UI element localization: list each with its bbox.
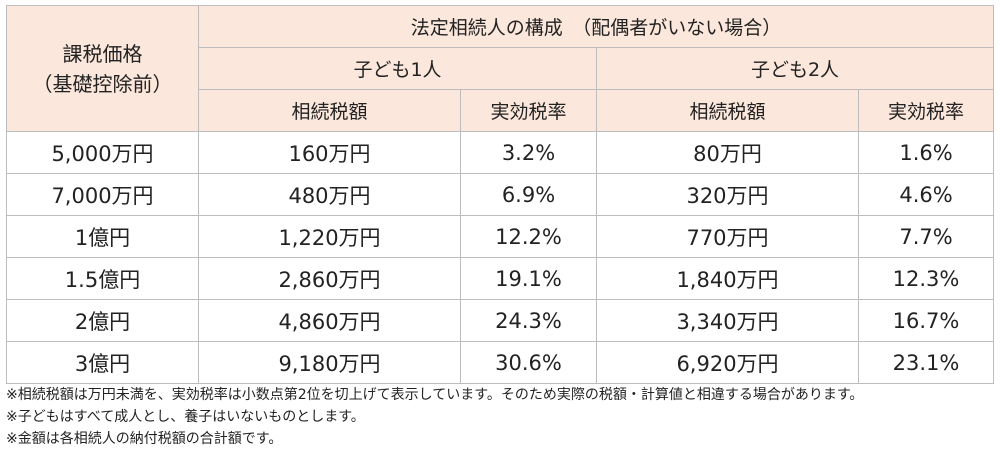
cell-taxable-price: 3億円	[6, 341, 199, 384]
cell-rate-one-child: 6.9%	[460, 173, 597, 216]
table-row: 2億円 4,860万円 24.3% 3,340万円 16.7%	[6, 299, 995, 342]
table-row: 1億円 1,220万円 12.2% 770万円 7.7%	[6, 215, 995, 258]
cell-tax-two-children: 3,340万円	[596, 299, 859, 342]
cell-tax-two-children: 80万円	[596, 131, 859, 174]
cell-tax-two-children: 1,840万円	[596, 257, 859, 300]
header-taxable-price-line1: 課税価格	[62, 41, 143, 66]
cell-taxable-price: 1億円	[6, 215, 199, 258]
header-taxable-price: 課税価格 （基礎控除前）	[6, 5, 199, 132]
table-row: 1.5億円 2,860万円 19.1% 1,840万円 12.3%	[6, 257, 995, 300]
header-effective-rate-1: 実効税率	[460, 89, 597, 132]
cell-taxable-price: 2億円	[6, 299, 199, 342]
cell-rate-two-children: 1.6%	[857, 131, 995, 174]
cell-rate-two-children: 7.7%	[857, 215, 995, 258]
table-row: 5,000万円 160万円 3.2% 80万円 1.6%	[6, 131, 995, 174]
table-row: 3億円 9,180万円 30.6% 6,920万円 23.1%	[6, 341, 995, 384]
header-taxable-price-line2: （基礎控除前）	[32, 71, 173, 96]
footnotes: ※相続税額は万円未満を、実効税率は小数点第2位を切上げて表示しています。そのため…	[6, 384, 996, 450]
header-one-child: 子ども1人	[198, 47, 597, 90]
inheritance-tax-table: 課税価格 （基礎控除前） 法定相続人の構成 （配偶者がいない場合） 子ども1人 …	[6, 5, 995, 384]
cell-rate-two-children: 23.1%	[857, 341, 995, 384]
cell-tax-one-child: 4,860万円	[198, 299, 461, 342]
header-heir-composition: 法定相続人の構成 （配偶者がいない場合）	[197, 5, 995, 48]
cell-taxable-price: 1.5億円	[6, 257, 199, 300]
footnote-total: ※金額は各相続人の納付税額の合計額です。	[6, 431, 283, 447]
cell-rate-two-children: 12.3%	[857, 257, 995, 300]
cell-rate-one-child: 3.2%	[460, 131, 597, 174]
cell-tax-one-child: 1,220万円	[198, 215, 461, 258]
cell-taxable-price: 7,000万円	[6, 173, 199, 216]
footnote-rounding: ※相続税額は万円未満を、実効税率は小数点第2位を切上げて表示しています。そのため…	[6, 387, 864, 403]
table-row: 7,000万円 480万円 6.9% 320万円 4.6%	[6, 173, 995, 216]
header-tax-amount-1: 相続税額	[198, 89, 461, 132]
cell-rate-two-children: 4.6%	[857, 173, 995, 216]
footnote-children: ※子どもはすべて成人とし、養子はいないものとします。	[6, 409, 365, 425]
cell-tax-one-child: 480万円	[198, 173, 461, 216]
header-two-children: 子ども2人	[595, 47, 995, 90]
cell-rate-one-child: 24.3%	[460, 299, 597, 342]
cell-tax-one-child: 160万円	[198, 131, 461, 174]
cell-rate-two-children: 16.7%	[857, 299, 995, 342]
header-tax-amount-2: 相続税額	[596, 89, 859, 132]
cell-rate-one-child: 30.6%	[460, 341, 597, 384]
cell-taxable-price: 5,000万円	[6, 131, 199, 174]
cell-tax-one-child: 9,180万円	[198, 341, 461, 384]
cell-tax-two-children: 6,920万円	[596, 341, 859, 384]
header-effective-rate-2: 実効税率	[857, 89, 995, 132]
cell-rate-one-child: 12.2%	[460, 215, 597, 258]
cell-tax-two-children: 770万円	[596, 215, 859, 258]
cell-rate-one-child: 19.1%	[460, 257, 597, 300]
cell-tax-one-child: 2,860万円	[198, 257, 461, 300]
cell-tax-two-children: 320万円	[596, 173, 859, 216]
